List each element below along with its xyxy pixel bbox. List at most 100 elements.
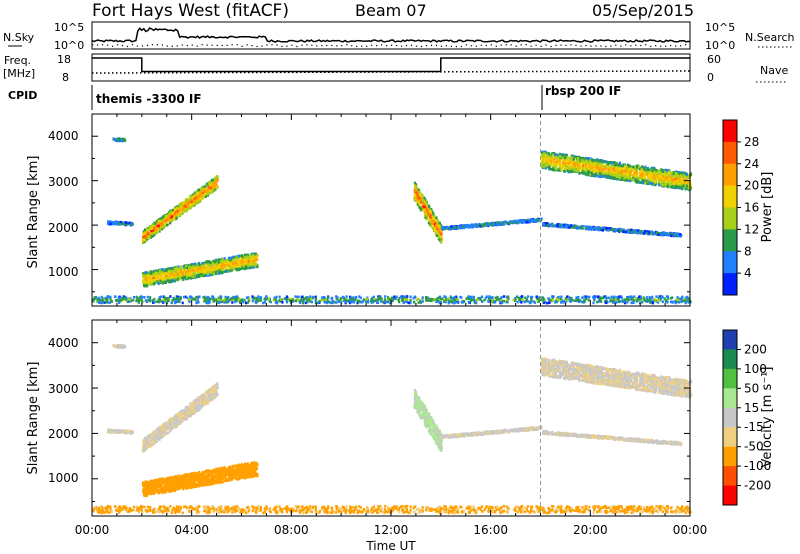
echo-cell <box>195 192 198 195</box>
echo-cell <box>522 218 525 222</box>
echo-cell <box>660 181 663 185</box>
echo-cell <box>178 210 181 213</box>
echo-cell <box>210 178 214 182</box>
echo-cell <box>567 170 570 174</box>
echo-cell <box>670 178 673 182</box>
nave-tick-top: 60 <box>707 53 721 66</box>
echo-cell <box>446 226 449 229</box>
echo-cell <box>551 156 554 160</box>
echo-cell <box>160 216 163 220</box>
echo-cell <box>221 258 224 261</box>
echo-cell <box>421 205 424 209</box>
echo-cell <box>427 221 430 224</box>
echo-cell <box>589 165 592 169</box>
echo-cell <box>677 175 680 178</box>
echo-cell <box>230 259 233 263</box>
nsearch-point <box>685 44 687 46</box>
echo-cell <box>604 295 607 298</box>
echo-cell <box>641 172 644 176</box>
nsearch-point <box>211 44 213 46</box>
echo-cell <box>466 225 469 228</box>
freq-label: Freq. <box>4 54 31 67</box>
echo-cell <box>623 228 626 232</box>
nsearch-point <box>440 45 443 47</box>
nsearch-point <box>376 44 378 47</box>
echo-cell <box>683 174 686 178</box>
echo-cell <box>672 179 675 183</box>
echo-cell <box>185 273 188 277</box>
echo-cell <box>127 222 130 226</box>
echo-cell <box>155 231 158 235</box>
echo-cell <box>206 260 209 263</box>
echo-cell <box>619 176 622 180</box>
echo-cell <box>177 212 180 216</box>
echo-cell <box>202 192 205 195</box>
echo-cell <box>641 231 644 235</box>
echo-cell <box>610 161 613 165</box>
echo-cell <box>152 234 155 237</box>
echo-cell <box>431 210 434 214</box>
echo-cell <box>178 205 181 208</box>
echo-cell <box>153 279 156 282</box>
echo-cell <box>154 227 157 231</box>
echo-cell <box>563 156 567 160</box>
echo-cell <box>591 168 594 172</box>
echo-cell <box>206 189 209 193</box>
echo-cell <box>430 219 433 223</box>
echo-cell <box>514 221 517 224</box>
echo-cell <box>550 156 553 159</box>
echo-cell <box>554 153 558 156</box>
echo-cell <box>207 188 210 191</box>
echo-cell <box>615 167 618 171</box>
echo-cell <box>169 210 172 214</box>
echo-cell <box>433 224 436 227</box>
echo-cell <box>428 219 431 223</box>
echo-cell <box>632 176 635 180</box>
echo-cell <box>164 214 167 218</box>
echo-cell <box>555 167 558 170</box>
echo-cell <box>241 259 244 263</box>
echo-cell <box>605 162 608 166</box>
echo-cell <box>488 222 491 226</box>
echo-cell <box>171 208 174 212</box>
echo-cell <box>675 186 678 190</box>
echo-cell <box>587 157 591 160</box>
echo-cell <box>566 167 570 171</box>
nsearch-point <box>246 44 248 46</box>
echo-cell <box>247 257 250 261</box>
echo-cell <box>602 175 605 178</box>
echo-cell <box>505 295 508 299</box>
echo-cell <box>596 158 599 161</box>
echo-cell <box>196 275 199 279</box>
echo-cell <box>186 202 189 206</box>
echo-cell <box>677 185 681 189</box>
echo-cell <box>210 269 213 272</box>
echo-cell <box>683 186 686 189</box>
echo-cell <box>203 263 206 267</box>
echo-cell <box>647 168 650 171</box>
nsearch-point <box>580 45 582 47</box>
echo-cell <box>149 272 152 275</box>
echo-cell <box>235 260 238 264</box>
echo-cell <box>564 168 567 172</box>
echo-cell <box>144 233 147 237</box>
echo-cell <box>566 225 570 228</box>
echo-cell <box>586 161 589 164</box>
nsearch-point <box>590 45 592 47</box>
echo-cell <box>620 178 623 181</box>
echo-cell <box>230 262 233 266</box>
echo-cell <box>419 200 423 203</box>
echo-cell <box>547 157 550 160</box>
echo-cell <box>655 174 658 178</box>
echo-cell <box>587 166 590 169</box>
echo-cell <box>223 257 226 260</box>
echo-cell <box>183 274 186 278</box>
echo-cell <box>123 222 126 225</box>
echo-cell <box>182 265 186 268</box>
echo-cell <box>650 172 653 176</box>
echo-cell <box>594 174 597 178</box>
echo-cell <box>545 222 549 225</box>
echo-cell <box>251 253 254 257</box>
echo-cell <box>562 160 565 164</box>
echo-cell <box>658 295 661 298</box>
